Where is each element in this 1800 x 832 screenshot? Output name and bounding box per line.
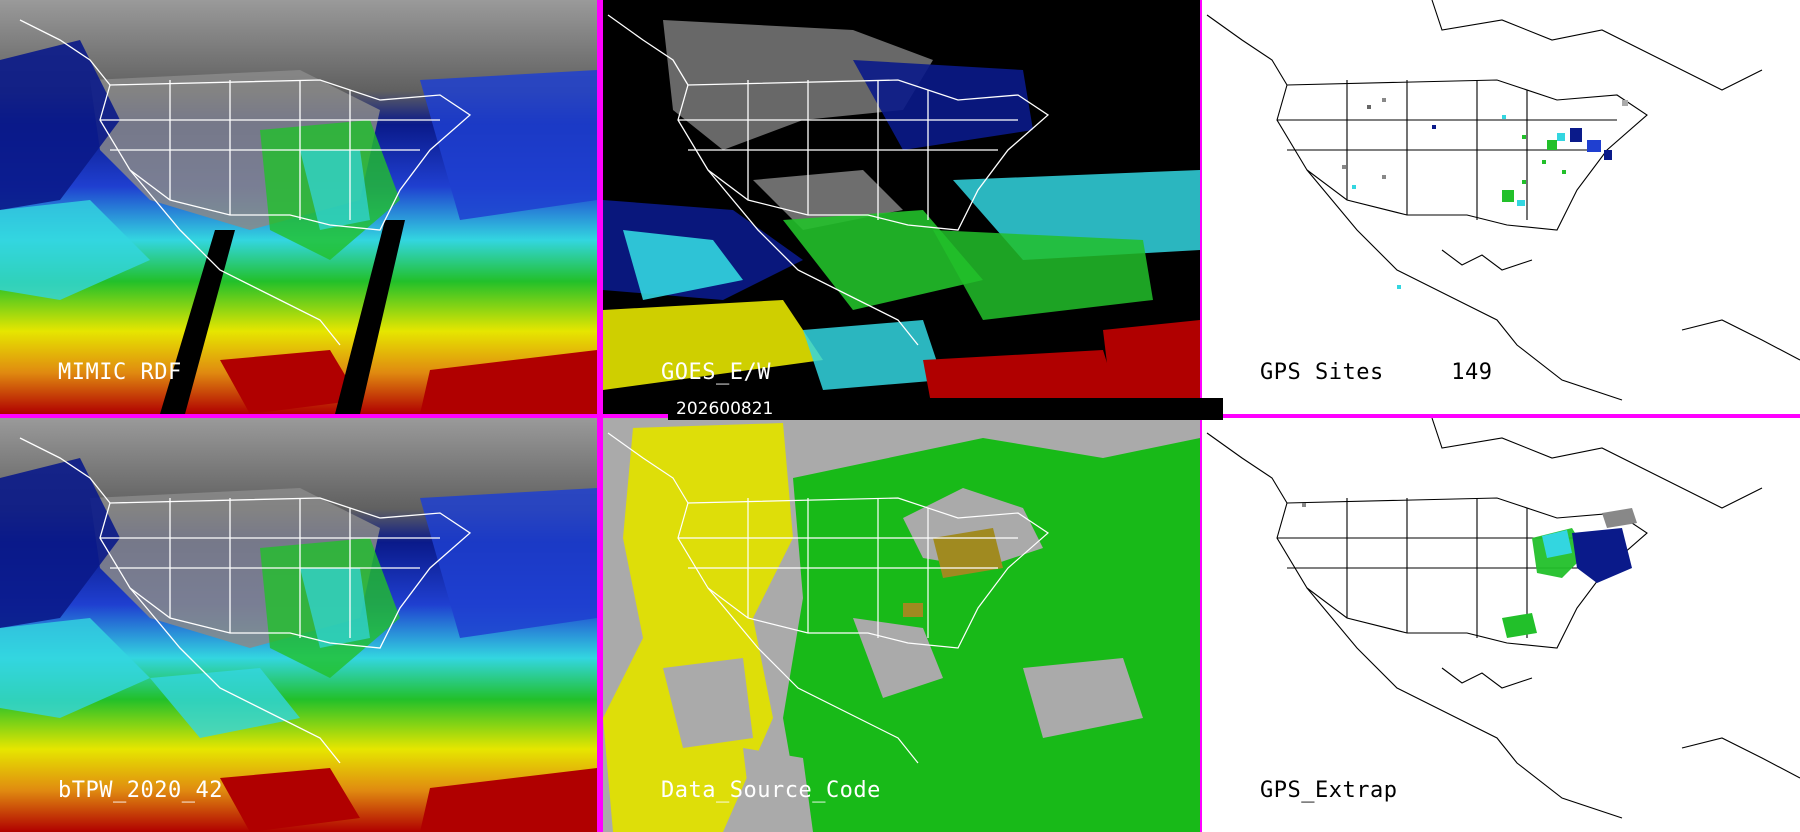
panel-data-source-code: Data_Source_Code: [603, 418, 1200, 832]
panel-label: GOES_E/W: [661, 360, 771, 385]
gps-extrap-map: [1202, 418, 1800, 832]
panel-mimic-rdf: MIMIC RDF: [0, 0, 597, 414]
panel-label: GPS Sites 149: [1260, 360, 1492, 385]
gps-sites-count: 149: [1451, 360, 1493, 385]
date-bar: 202600821: [668, 398, 1223, 420]
gps-site-markers: [1342, 98, 1628, 289]
panel-label: bTPW_2020_42: [58, 778, 223, 803]
date-text: 202600821: [676, 399, 774, 419]
btpw-map: [0, 418, 597, 832]
goes-ew-map: [603, 0, 1200, 414]
data-source-code-map: [603, 418, 1200, 832]
panel-gps-extrap: GPS_Extrap: [1202, 418, 1800, 832]
gps-sites-map: [1202, 0, 1800, 414]
panel-label: Data_Source_Code: [661, 778, 881, 803]
gps-sites-title: GPS Sites: [1260, 360, 1384, 385]
panel-label: MIMIC RDF: [58, 360, 182, 385]
panel-label: GPS_Extrap: [1260, 778, 1398, 803]
panel-gps-sites: GPS Sites 149: [1202, 0, 1800, 414]
panel-goes-ew: GOES_E/W: [603, 0, 1200, 414]
mimic-rdf-map: [0, 0, 597, 414]
panel-btpw: bTPW_2020_42: [0, 418, 597, 832]
